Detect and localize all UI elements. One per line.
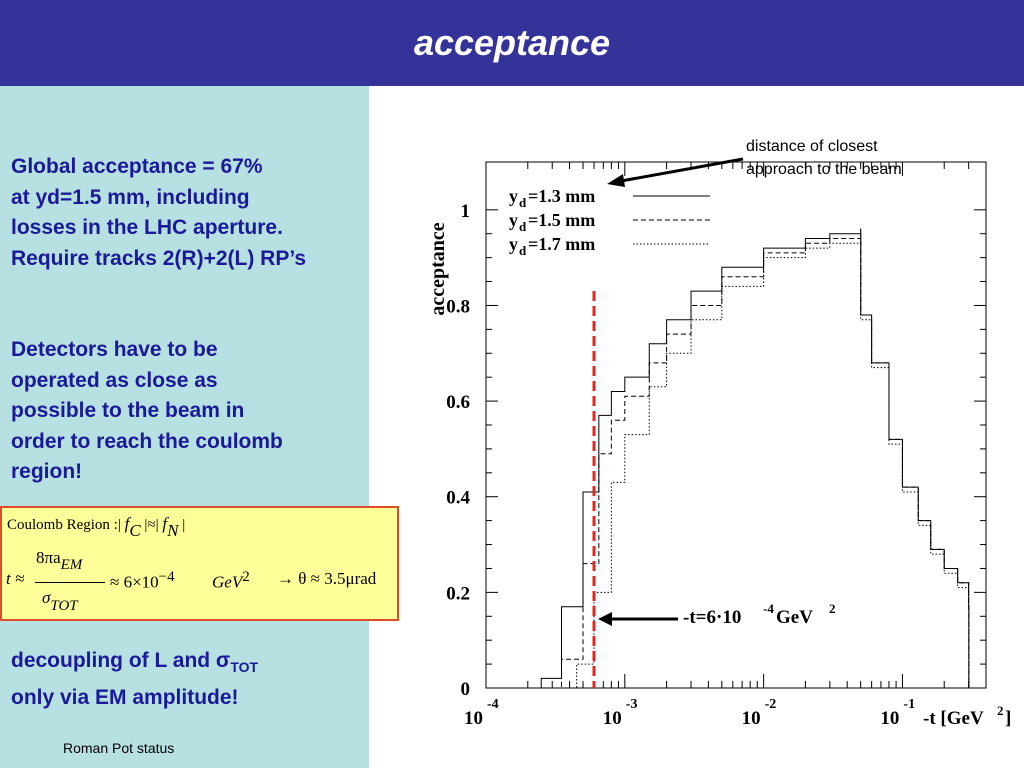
x-tick-label-exp: -3 (626, 697, 638, 712)
global-acceptance-text: Global acceptance = 67% at yd=1.5 mm, in… (11, 152, 306, 274)
text-line: Detectors have to be (11, 338, 218, 361)
text-line: order to reach the coulomb (11, 429, 283, 453)
closest-approach-arrow-head (607, 174, 625, 187)
coulomb-formula-box: Coulomb Region :| fC |≈| fN | t ≈ 8πaEM … (0, 506, 399, 621)
series-line-3 (556, 238, 970, 689)
text-line: operated as close as (11, 368, 218, 392)
text-line: losses in the LHC aperture. (11, 216, 283, 239)
marker-arrow-head (598, 612, 613, 626)
formula-denominator: σTOT (42, 588, 78, 614)
left-panel (0, 86, 369, 768)
text-line: possible to the beam in (11, 399, 245, 422)
footer-text: Roman Pot status (63, 740, 175, 756)
formula-fc-sub: C (129, 521, 141, 540)
x-axis-label: -t [GeV (923, 708, 984, 729)
series-line-1 (521, 228, 970, 689)
formula-numerator: 8πaEM (36, 548, 83, 573)
y-tick-label: 0.8 (446, 296, 470, 317)
marker-label-unit-exp: 2 (829, 601, 836, 616)
x-axis-label-close: ] (1005, 708, 1011, 729)
x-axis-label-exp: 2 (997, 703, 1004, 718)
text-line: region! (11, 460, 83, 483)
formula-fn: f (162, 514, 168, 533)
x-tick-label-exp: -4 (487, 697, 499, 712)
formula-unit: GeV2 (212, 569, 250, 592)
y-tick-label: 0.4 (446, 488, 470, 509)
y-axis-label: acceptance (427, 222, 449, 315)
formula-tail: → θ ≈ 3.5μrad (277, 569, 377, 588)
legend-label-main: y (509, 186, 518, 206)
title-bar: acceptance (0, 0, 1024, 86)
x-tick-label-exp: -1 (903, 697, 915, 712)
acceptance-chart: 0 0.2 0.4 0.6 0.8 1 10 -4 10 -3 10 -2 10 -1 acceptance… (427, 157, 1011, 729)
legend-label: =1.5 mm (528, 210, 595, 230)
y-tick-label: 0.6 (446, 392, 470, 413)
closest-approach-arrow (620, 157, 744, 183)
closest-approach-annotation: distance of closest approach to the beam (746, 138, 902, 178)
formula-fn-sub: N (167, 521, 179, 540)
series-line-2 (538, 233, 970, 689)
formula-mid: |≈| (144, 517, 159, 533)
marker-label: -t=6·10 (683, 607, 741, 628)
y-tick-label: 0.2 (446, 583, 470, 604)
text-line: decoupling of L and σTOT (11, 649, 259, 675)
legend-label-sub: d (519, 219, 527, 234)
detectors-text: Detectors have to be operated as close a… (11, 335, 283, 488)
text-line: Require tracks 2(R)+2(L) RP’s (11, 246, 307, 270)
decoupling-text: decoupling of L and σTOT only via EM amp… (11, 646, 258, 713)
marker-label-exp: -4 (763, 601, 774, 616)
legend-label-sub: d (519, 195, 527, 210)
legend-label-main: y (509, 234, 518, 254)
y-tick-label: 1 (461, 201, 471, 222)
x-tick-label: 10 (742, 708, 761, 729)
formula-t: t ≈ (6, 569, 25, 588)
legend-label: =1.7 mm (528, 234, 595, 254)
legend-label-main: y (509, 210, 518, 230)
formula-line1: Coulomb Region :| fC |≈| fN | (7, 514, 185, 541)
formula-fraction-bar (35, 582, 105, 583)
y-tick-label: 0 (461, 679, 471, 700)
legend-label-sub: d (519, 243, 527, 258)
text-line: only via EM amplitude! (11, 685, 239, 709)
formula-approx: ≈ 6×10−4 (110, 569, 175, 592)
x-tick-label: 10 (603, 708, 622, 729)
formula-end: | (182, 517, 186, 533)
marker-label-unit: GeV (776, 607, 813, 628)
x-tick-label: 10 (464, 708, 483, 729)
slide-title: acceptance (413, 22, 611, 63)
text-line: Global acceptance = 67% (11, 155, 263, 178)
x-tick-label-exp: -2 (765, 697, 777, 712)
legend-label: =1.3 mm (528, 186, 595, 206)
text-line: at yd=1.5 mm, including (11, 185, 250, 209)
formula-label: Coulomb Region :| (7, 517, 121, 533)
x-tick-label: 10 (880, 708, 899, 729)
formula-fc: f (124, 514, 130, 533)
